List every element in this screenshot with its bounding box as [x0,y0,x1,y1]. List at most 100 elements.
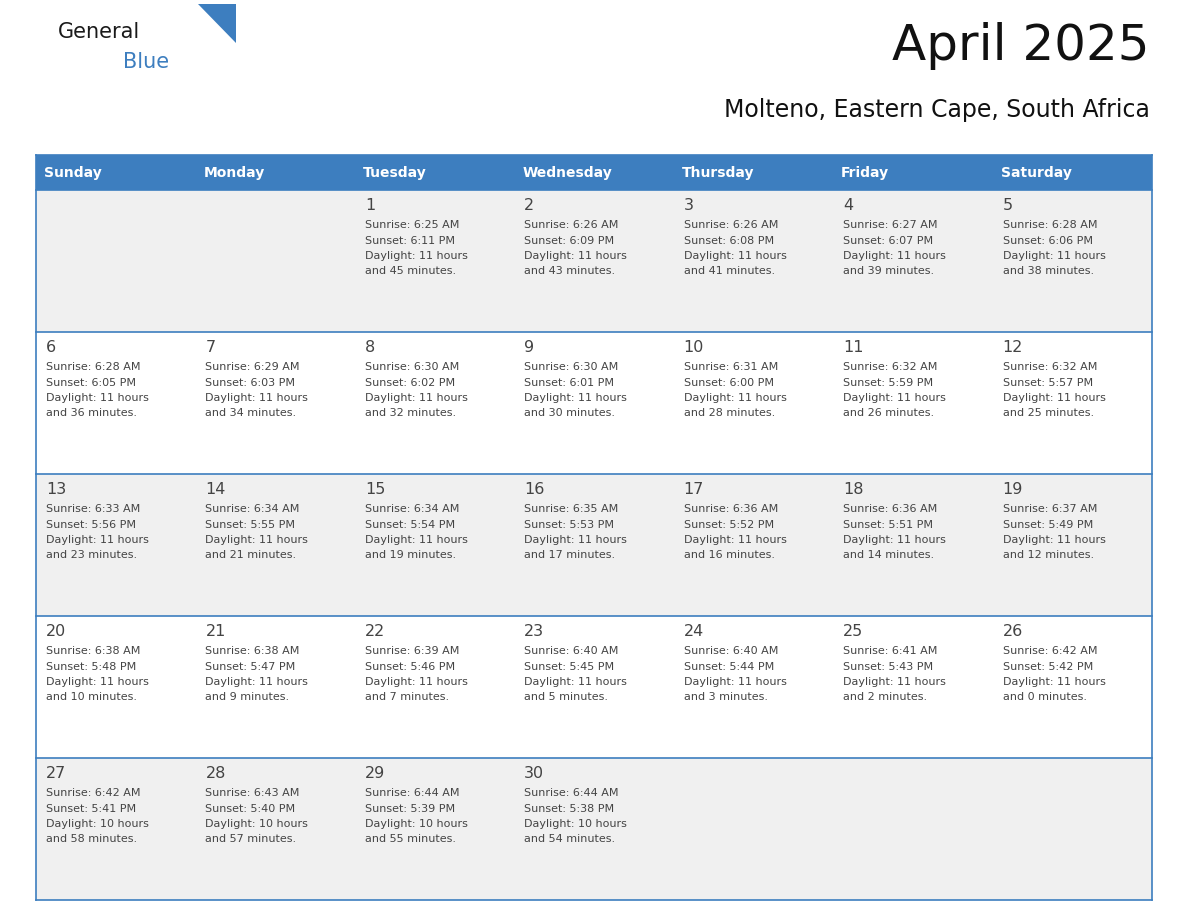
Text: Molteno, Eastern Cape, South Africa: Molteno, Eastern Cape, South Africa [725,98,1150,122]
Text: Daylight: 11 hours: Daylight: 11 hours [843,393,946,403]
Bar [833,190,992,332]
Text: Daylight: 11 hours: Daylight: 11 hours [46,535,148,545]
Text: 17: 17 [684,482,704,497]
Text: and 32 minutes.: and 32 minutes. [365,409,456,419]
Bar [355,616,514,758]
Text: Daylight: 11 hours: Daylight: 11 hours [843,677,946,687]
Bar [196,332,355,474]
Bar [36,474,196,616]
Text: Sunset: 5:55 PM: Sunset: 5:55 PM [206,520,296,530]
Bar [196,155,355,190]
Text: Sunset: 5:39 PM: Sunset: 5:39 PM [365,803,455,813]
Text: and 10 minutes.: and 10 minutes. [46,692,137,702]
Text: Daylight: 11 hours: Daylight: 11 hours [1003,535,1106,545]
Text: Sunrise: 6:43 AM: Sunrise: 6:43 AM [206,788,299,798]
Text: Sunrise: 6:34 AM: Sunrise: 6:34 AM [206,504,299,514]
Bar [196,190,355,332]
Text: 28: 28 [206,766,226,781]
Text: Daylight: 11 hours: Daylight: 11 hours [206,677,309,687]
Text: Daylight: 11 hours: Daylight: 11 hours [1003,393,1106,403]
Text: and 55 minutes.: and 55 minutes. [365,834,456,845]
Text: Daylight: 11 hours: Daylight: 11 hours [684,251,786,261]
Bar [514,332,674,474]
Text: Sunrise: 6:30 AM: Sunrise: 6:30 AM [365,362,459,372]
Text: Sunrise: 6:37 AM: Sunrise: 6:37 AM [1003,504,1097,514]
Text: Sunrise: 6:31 AM: Sunrise: 6:31 AM [684,362,778,372]
Text: Wednesday: Wednesday [523,165,612,180]
Text: Daylight: 11 hours: Daylight: 11 hours [206,535,309,545]
Text: and 28 minutes.: and 28 minutes. [684,409,775,419]
Text: Sunset: 5:38 PM: Sunset: 5:38 PM [524,803,614,813]
Text: Thursday: Thursday [682,165,754,180]
Text: Sunrise: 6:36 AM: Sunrise: 6:36 AM [843,504,937,514]
Text: Sunset: 5:54 PM: Sunset: 5:54 PM [365,520,455,530]
Bar [514,616,674,758]
Text: 20: 20 [46,624,67,639]
Text: and 16 minutes.: and 16 minutes. [684,551,775,561]
Text: Daylight: 11 hours: Daylight: 11 hours [524,535,627,545]
Text: April 2025: April 2025 [892,22,1150,70]
Bar [674,758,833,900]
Text: Sunset: 5:46 PM: Sunset: 5:46 PM [365,662,455,671]
Bar [992,332,1152,474]
Text: and 7 minutes.: and 7 minutes. [365,692,449,702]
Text: Sunset: 5:57 PM: Sunset: 5:57 PM [1003,377,1093,387]
Bar [196,758,355,900]
Text: 18: 18 [843,482,864,497]
Text: Sunrise: 6:29 AM: Sunrise: 6:29 AM [206,362,299,372]
Text: Daylight: 11 hours: Daylight: 11 hours [1003,251,1106,261]
Bar [355,190,514,332]
Text: Sunset: 5:51 PM: Sunset: 5:51 PM [843,520,933,530]
Text: Sunset: 6:01 PM: Sunset: 6:01 PM [524,377,614,387]
Text: Sunset: 6:09 PM: Sunset: 6:09 PM [524,236,614,245]
Text: 6: 6 [46,340,56,355]
Text: 12: 12 [1003,340,1023,355]
Text: Sunrise: 6:36 AM: Sunrise: 6:36 AM [684,504,778,514]
Text: Daylight: 11 hours: Daylight: 11 hours [365,251,468,261]
Text: Sunday: Sunday [44,165,102,180]
Text: Sunset: 5:40 PM: Sunset: 5:40 PM [206,803,296,813]
Bar [355,758,514,900]
Text: Daylight: 11 hours: Daylight: 11 hours [524,677,627,687]
Text: Blue: Blue [124,52,169,72]
Text: 13: 13 [46,482,67,497]
Text: Sunrise: 6:26 AM: Sunrise: 6:26 AM [524,220,619,230]
Text: and 21 minutes.: and 21 minutes. [206,551,297,561]
Bar [36,616,196,758]
Text: Sunset: 5:41 PM: Sunset: 5:41 PM [46,803,137,813]
Bar [992,190,1152,332]
Bar [992,758,1152,900]
Text: 10: 10 [684,340,704,355]
Bar [36,758,196,900]
Text: Daylight: 11 hours: Daylight: 11 hours [843,535,946,545]
Text: Sunrise: 6:41 AM: Sunrise: 6:41 AM [843,646,937,656]
Text: General: General [58,22,140,42]
Text: 25: 25 [843,624,864,639]
Bar [514,190,674,332]
Text: Sunrise: 6:44 AM: Sunrise: 6:44 AM [365,788,460,798]
Text: Sunset: 6:06 PM: Sunset: 6:06 PM [1003,236,1093,245]
Text: Sunrise: 6:39 AM: Sunrise: 6:39 AM [365,646,460,656]
Bar [833,155,992,190]
Text: 22: 22 [365,624,385,639]
Text: Monday: Monday [203,165,265,180]
Text: 11: 11 [843,340,864,355]
Text: 5: 5 [1003,198,1012,213]
Bar [514,758,674,900]
Text: Sunrise: 6:26 AM: Sunrise: 6:26 AM [684,220,778,230]
Bar [36,332,196,474]
Text: Sunrise: 6:30 AM: Sunrise: 6:30 AM [524,362,619,372]
Text: Sunset: 5:45 PM: Sunset: 5:45 PM [524,662,614,671]
Text: Sunrise: 6:28 AM: Sunrise: 6:28 AM [1003,220,1097,230]
Text: and 30 minutes.: and 30 minutes. [524,409,615,419]
Text: Sunset: 5:42 PM: Sunset: 5:42 PM [1003,662,1093,671]
Text: Sunset: 6:11 PM: Sunset: 6:11 PM [365,236,455,245]
Text: 21: 21 [206,624,226,639]
Bar [674,155,833,190]
Text: and 34 minutes.: and 34 minutes. [206,409,297,419]
Text: and 14 minutes.: and 14 minutes. [843,551,934,561]
Text: 8: 8 [365,340,375,355]
Text: Daylight: 11 hours: Daylight: 11 hours [684,393,786,403]
Bar [196,616,355,758]
Text: Sunset: 5:47 PM: Sunset: 5:47 PM [206,662,296,671]
